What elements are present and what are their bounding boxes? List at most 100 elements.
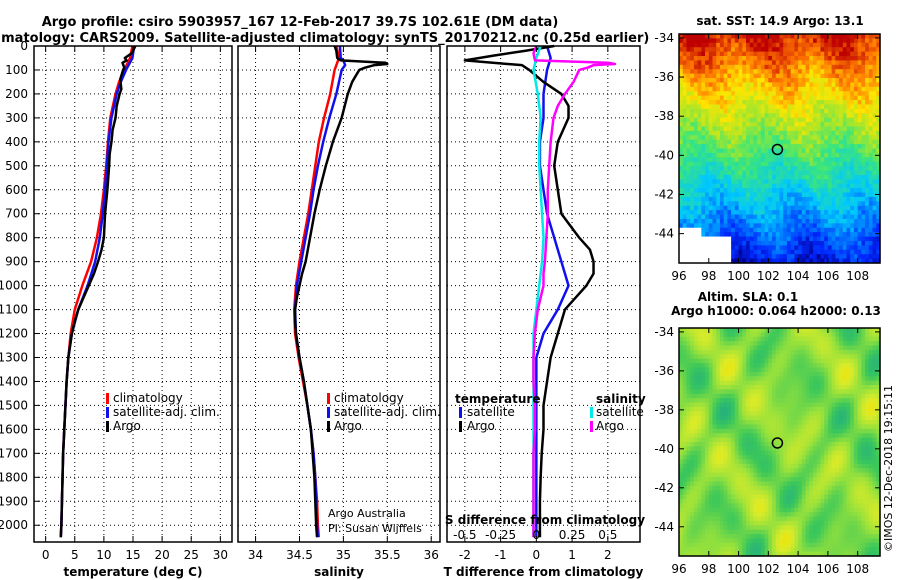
sla-map-cell: [686, 468, 691, 474]
sla-map-cell: [712, 468, 717, 474]
sst-map-cell: [835, 126, 840, 132]
sla-map-cell: [708, 477, 714, 483]
sst-map-cell: [868, 210, 874, 216]
sla-map-cell: [749, 450, 755, 456]
sst-map-cell: [772, 78, 777, 84]
sla-map-cell: [872, 367, 877, 373]
sla-map-cell: [705, 437, 710, 443]
sst-map-cell: [865, 201, 870, 207]
sla-map-cell: [816, 472, 822, 478]
sst-map-cell: [693, 113, 699, 119]
sla-map-cell: [712, 367, 717, 373]
sla-map-cell: [868, 380, 874, 386]
sla-map-cell: [865, 371, 870, 377]
sla-map-cell: [693, 468, 699, 474]
sst-map-cell: [783, 144, 788, 150]
sla-map-cell: [857, 349, 862, 355]
sst-map-cell: [850, 210, 855, 216]
sst-map-cell: [693, 249, 699, 255]
sla-map-cell: [719, 477, 725, 483]
sla-map-cell: [749, 433, 755, 439]
sst-map-cell: [876, 223, 881, 229]
sst-map-cell: [734, 95, 740, 101]
sst-map-cell: [842, 144, 848, 150]
sla-map-cell: [839, 437, 844, 443]
sst-map-cell: [794, 139, 799, 145]
sst-map-cell: [820, 201, 825, 207]
sst-map-cell: [723, 258, 728, 264]
sst-map-cell: [712, 47, 717, 53]
sst-map-cell: [746, 188, 751, 194]
sst-map-cell: [742, 122, 747, 128]
sla-map-cell: [708, 358, 714, 364]
sst-map-cell: [779, 69, 784, 75]
sla-map-cell: [753, 385, 758, 390]
sla-map-cell: [760, 463, 766, 469]
sst-map-cell: [857, 42, 862, 48]
sst-map-cell: [820, 117, 825, 123]
sla-map-cell: [772, 446, 777, 452]
sla-map-cell: [690, 481, 695, 487]
sst-map-cell: [839, 51, 844, 57]
sst-map-cell: [842, 38, 848, 44]
sla-map-cell: [697, 328, 702, 333]
sst-map-cell: [805, 196, 810, 202]
sst-map-cell: [824, 188, 829, 194]
sla-map-cell: [853, 376, 859, 382]
sst-map-cell: [872, 254, 877, 260]
sla-map-cell: [783, 411, 788, 417]
sst-map-cell: [779, 258, 784, 264]
sla-map-cell: [831, 328, 836, 333]
sst-map-cell: [693, 86, 699, 92]
sla-map-cell: [734, 450, 740, 456]
sst-map-cell: [768, 236, 773, 242]
sst-map-cell: [839, 91, 844, 97]
sst-map-cell: [731, 210, 736, 216]
sla-map-cell: [831, 367, 836, 373]
sla-map-cell: [850, 433, 855, 439]
sst-map-cell: [734, 196, 740, 202]
sst-map-cell: [760, 78, 766, 84]
sst-map-cell: [809, 174, 814, 180]
sla-map-cell: [816, 363, 822, 369]
sst-map-cell: [682, 201, 688, 207]
sst-map-cell: [816, 86, 822, 92]
sst-map-cell: [824, 192, 829, 198]
sst-map-cell: [779, 205, 784, 211]
sst-map-cell: [824, 218, 829, 224]
sla-map-cell: [861, 411, 866, 417]
sla-map-cell: [865, 393, 870, 399]
sla-map-cell: [831, 358, 836, 364]
sst-map-cell: [690, 249, 695, 255]
sst-map-cell: [853, 236, 859, 242]
sst-map-cell: [842, 258, 848, 264]
sst-map-cell: [734, 236, 740, 242]
sst-map-cell: [846, 196, 851, 202]
sst-map-cell: [783, 232, 788, 238]
sla-map-cell: [861, 336, 866, 342]
sla-map-cell: [857, 415, 862, 421]
sla-map-cell: [835, 354, 840, 360]
sst-map-cell: [820, 232, 825, 238]
sla-map-cell: [772, 450, 777, 456]
sst-map-cell: [719, 100, 725, 106]
sla-map-cell: [742, 345, 747, 351]
sst-map-cell: [701, 223, 706, 229]
sla-map-cell: [693, 446, 699, 452]
sla-map-cell: [764, 450, 769, 456]
sst-map-cell: [831, 223, 836, 229]
sst-map-cell: [790, 126, 795, 132]
sst-map-cell: [705, 245, 710, 251]
sla-map-cell: [742, 371, 747, 377]
sst-map-cell: [682, 51, 688, 57]
sst-map-cell: [764, 91, 769, 97]
sla-map-cell: [813, 437, 818, 443]
sst-map-cell: [764, 148, 769, 154]
sst-map-cell: [719, 108, 725, 114]
sst-map-cell: [827, 258, 833, 264]
sst-map-cell: [742, 104, 747, 110]
sst-map-cell: [824, 100, 829, 106]
sst-map-cell: [742, 34, 747, 39]
sla-map-cell: [835, 328, 840, 333]
sst-map-cell: [872, 78, 877, 84]
